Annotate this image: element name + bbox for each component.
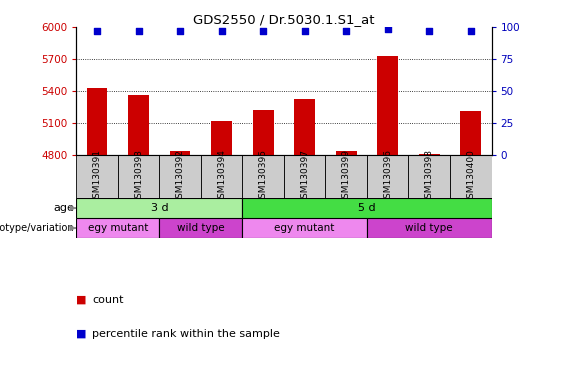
Text: egy mutant: egy mutant bbox=[275, 223, 335, 233]
Bar bbox=[408, 155, 450, 198]
Text: GSM130399: GSM130399 bbox=[342, 149, 351, 204]
Text: GSM130396: GSM130396 bbox=[383, 149, 392, 204]
Text: GSM130391: GSM130391 bbox=[93, 149, 102, 204]
Text: GSM130395: GSM130395 bbox=[259, 149, 268, 204]
Bar bbox=[242, 218, 367, 238]
Bar bbox=[294, 99, 315, 155]
Title: GDS2550 / Dr.5030.1.S1_at: GDS2550 / Dr.5030.1.S1_at bbox=[193, 13, 375, 26]
Bar bbox=[211, 121, 232, 155]
Bar bbox=[325, 155, 367, 198]
Text: count: count bbox=[92, 295, 124, 305]
Text: ■: ■ bbox=[76, 329, 90, 339]
Bar bbox=[128, 95, 149, 155]
Bar bbox=[86, 88, 107, 155]
Bar bbox=[460, 111, 481, 155]
Bar bbox=[419, 154, 440, 155]
Bar bbox=[201, 155, 242, 198]
Text: 5 d: 5 d bbox=[358, 203, 376, 213]
Bar bbox=[284, 155, 325, 198]
Point bbox=[342, 28, 351, 34]
Text: GSM130393: GSM130393 bbox=[134, 149, 143, 204]
Point bbox=[383, 26, 392, 33]
Text: egy mutant: egy mutant bbox=[88, 223, 148, 233]
Bar bbox=[367, 155, 408, 198]
Bar bbox=[242, 198, 492, 218]
Text: ■: ■ bbox=[76, 295, 90, 305]
Bar bbox=[76, 218, 159, 238]
Text: wild type: wild type bbox=[406, 223, 453, 233]
Bar bbox=[253, 110, 273, 155]
Point bbox=[176, 28, 185, 34]
Bar bbox=[367, 218, 492, 238]
Point bbox=[259, 28, 268, 34]
Point bbox=[134, 28, 143, 34]
Bar bbox=[450, 155, 492, 198]
Text: GSM130397: GSM130397 bbox=[300, 149, 309, 204]
Text: GSM130400: GSM130400 bbox=[466, 149, 475, 204]
Bar bbox=[118, 155, 159, 198]
Bar bbox=[159, 218, 242, 238]
Bar bbox=[242, 155, 284, 198]
Point bbox=[300, 28, 309, 34]
Point bbox=[217, 28, 226, 34]
Bar bbox=[170, 151, 190, 155]
Text: genotype/variation: genotype/variation bbox=[0, 223, 74, 233]
Bar bbox=[76, 155, 118, 198]
Text: wild type: wild type bbox=[177, 223, 225, 233]
Text: age: age bbox=[53, 203, 74, 213]
Text: 3 d: 3 d bbox=[150, 203, 168, 213]
Bar bbox=[336, 151, 357, 155]
Bar bbox=[76, 198, 242, 218]
Bar bbox=[377, 56, 398, 155]
Text: GSM130394: GSM130394 bbox=[217, 149, 226, 204]
Point bbox=[425, 28, 434, 34]
Text: GSM130392: GSM130392 bbox=[176, 149, 185, 204]
Point bbox=[466, 28, 475, 34]
Text: GSM130398: GSM130398 bbox=[425, 149, 434, 204]
Point bbox=[93, 28, 102, 34]
Bar bbox=[159, 155, 201, 198]
Text: percentile rank within the sample: percentile rank within the sample bbox=[92, 329, 280, 339]
